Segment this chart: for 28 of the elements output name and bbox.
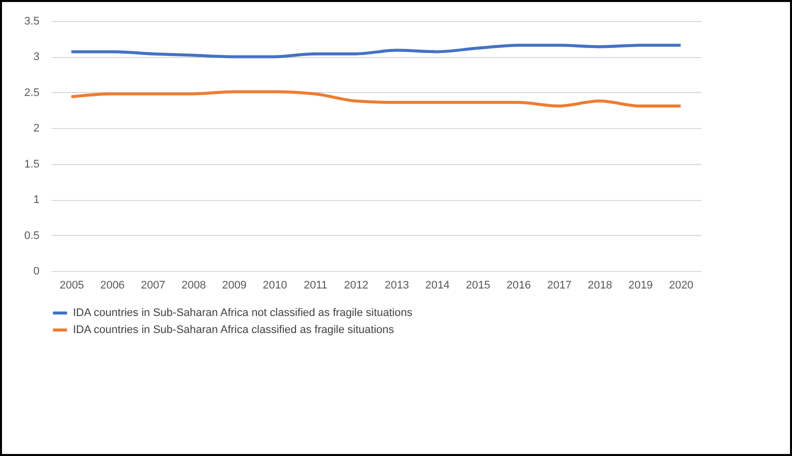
x-tick-label: 2013 (384, 280, 410, 292)
x-tick-label: 2011 (304, 280, 328, 292)
y-tick-label: 2 (33, 122, 40, 135)
x-tick-label: 2017 (547, 280, 572, 292)
x-tick-label: 2014 (425, 280, 450, 292)
x-tick-label: 2005 (60, 280, 84, 292)
x-tick-label: 2010 (262, 280, 288, 292)
y-tick-label: 0 (33, 266, 40, 278)
x-tick-label: 2019 (628, 280, 653, 292)
x-tick-label: 2012 (344, 280, 368, 292)
x-tick-label: 2006 (100, 280, 125, 292)
x-tick-label: 2009 (222, 280, 247, 292)
x-tick-label: 2016 (506, 280, 531, 292)
y-tick-label: 3 (33, 51, 40, 64)
y-tick-label: 1 (33, 194, 40, 206)
legend-label: IDA countries in Sub-Saharan Africa not classified as fragile situations (73, 307, 413, 319)
x-tick-label: 2015 (466, 280, 490, 292)
y-tick-label: 1.5 (24, 158, 40, 170)
legend-label: IDA countries in Sub-Saharan Africa classified as fragile situations (73, 324, 394, 336)
y-tick-label: 3.5 (24, 16, 40, 28)
x-tick-label: 2020 (668, 280, 694, 292)
line-series (70, 44, 682, 58)
x-tick-label: 2007 (140, 280, 166, 292)
line-series (70, 90, 682, 108)
x-tick-label: 2018 (588, 280, 612, 292)
y-tick-label: 0.5 (24, 230, 40, 242)
y-tick-label: 2.5 (24, 86, 40, 99)
x-tick-label: 2008 (181, 280, 206, 292)
